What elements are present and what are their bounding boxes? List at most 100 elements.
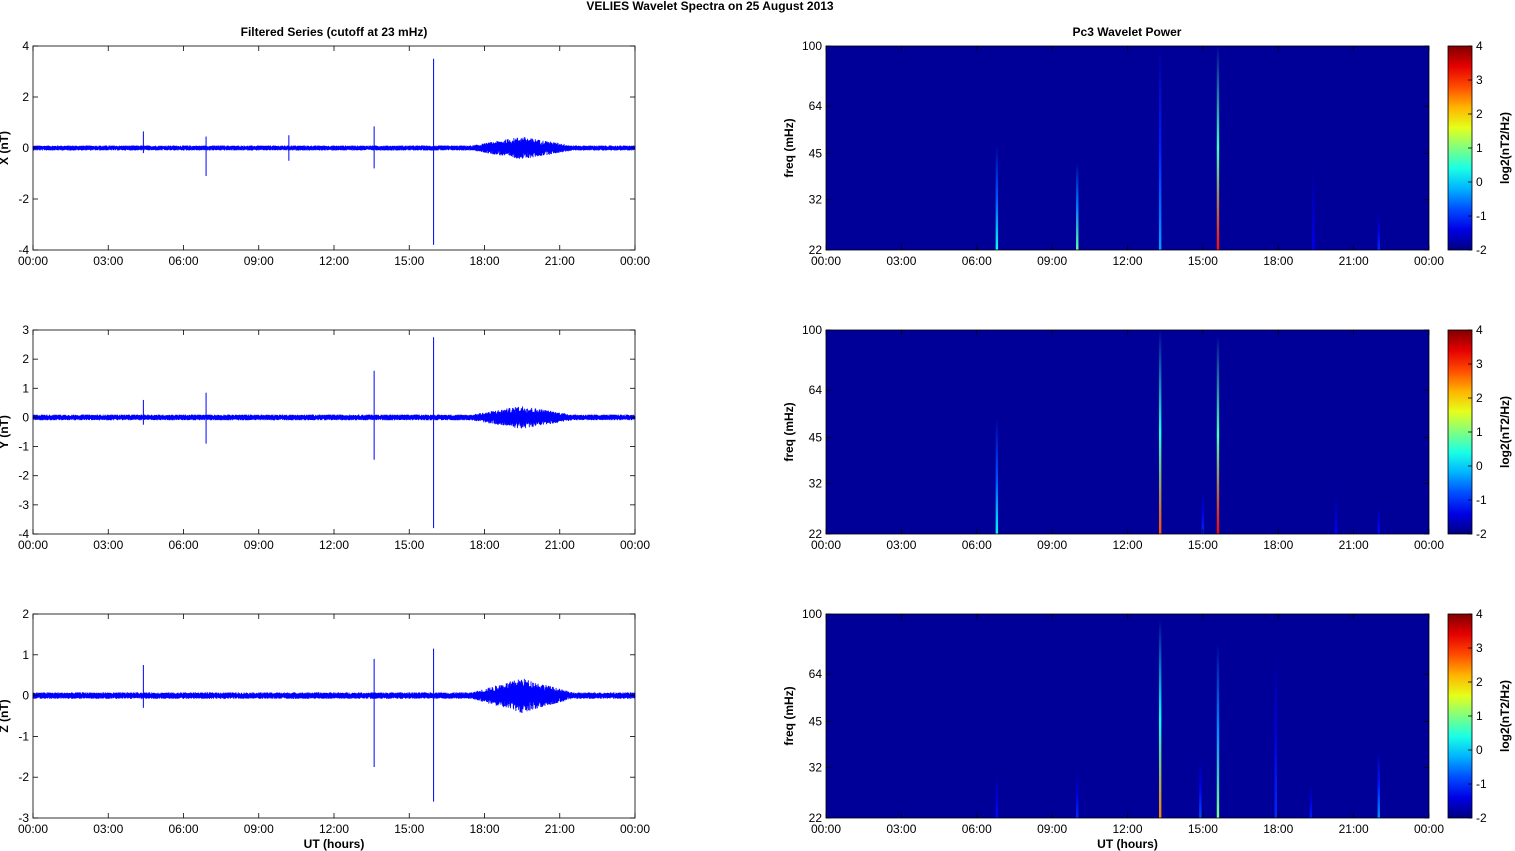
colorbar-tick-label: -2 [1476,243,1487,257]
colorbar-tick-label: 4 [1476,323,1483,337]
power-streak [1377,212,1380,250]
figure-title: VELIES Wavelet Spectra on 25 August 2013 [586,0,834,13]
left-column-title: Filtered Series (cutoff at 23 mHz) [241,25,428,39]
y-tick-label: 45 [809,431,823,445]
x-tick-label: 03:00 [93,254,123,268]
y-tick-label: 2 [22,352,29,366]
colorbar-tick-label: 2 [1476,391,1483,405]
x-tick-label: 00:00 [620,254,650,268]
y-tick-label: 100 [802,39,822,53]
x-tick-label: 12:00 [1112,538,1142,552]
y-tick-label: 64 [809,99,823,113]
x-tick-label: 21:00 [1339,538,1369,552]
axes-frame [32,613,636,819]
power-streak [1158,330,1162,534]
x-tick-label: 09:00 [1037,822,1067,836]
x-tick-label: 00:00 [811,538,841,552]
colorbar-tick-label: -1 [1476,209,1487,223]
y-tick-label: 1 [22,648,29,662]
right-column-title: Pc3 Wavelet Power [1073,25,1182,39]
colorbar-label: log2(nT2/Hz) [1498,112,1512,184]
y-axis-label: freq (mHz) [782,686,796,745]
y-tick-label: -2 [18,469,29,483]
colorbar-tick-label: 2 [1476,107,1483,121]
y-tick-label: -1 [18,729,29,743]
colorbar-tick-label: 1 [1476,709,1483,723]
power-streak [1158,619,1162,818]
x-tick-label: 21:00 [545,254,575,268]
x-tick-label: 12:00 [319,822,349,836]
y-tick-label: 32 [809,477,823,491]
x-tick-label: 09:00 [244,538,274,552]
colorbar-tick-label: 0 [1476,459,1483,473]
y-axis-label: X (nT) [0,131,11,165]
x-tick-label: 06:00 [168,254,198,268]
colorbar-tick-label: 2 [1476,675,1483,689]
x-tick-label: 03:00 [886,822,916,836]
y-tick-label: -2 [18,192,29,206]
colorbar-tick-label: 3 [1476,73,1483,87]
y-tick-label: 22 [809,527,823,541]
y-tick-label: 100 [802,607,822,621]
colorbar-tick-label: 1 [1476,141,1483,155]
colorbar: -2 -1 0 1 2 3 4 log2(nT2/Hz) [1447,607,1512,825]
colorbar-tick-label: -2 [1476,811,1487,825]
colorbar-tick-label: 0 [1476,743,1483,757]
x-tick-label: 15:00 [394,822,424,836]
y-tick-label: 32 [809,761,823,775]
power-streak [1377,506,1380,534]
heatmap-background [826,46,1429,250]
x-tick-label: 00:00 [18,254,48,268]
x-tick-label: 15:00 [1188,254,1218,268]
series-trace [32,137,636,159]
x-tick-label: 03:00 [93,538,123,552]
power-streak [1076,771,1079,818]
colorbar-tick-label: -1 [1476,777,1487,791]
x-tick-label: 15:00 [394,254,424,268]
y-tick-label: 64 [809,667,823,681]
y-tick-label: -4 [18,527,29,541]
colorbar-tick-label: -2 [1476,527,1487,541]
x-tick-label: 18:00 [1263,822,1293,836]
axes-frame [32,329,636,535]
x-tick-label: 21:00 [545,538,575,552]
y-axis-label: freq (mHz) [782,402,796,461]
colorbar-tick-label: 4 [1476,39,1483,53]
y-tick-label: 45 [809,715,823,729]
x-tick-label: 21:00 [1339,254,1369,268]
power-streak [1312,169,1315,250]
colorbar-label: log2(nT2/Hz) [1498,680,1512,752]
x-tick-label: 18:00 [1263,538,1293,552]
power-streak [995,144,999,250]
x-tick-label: 18:00 [469,254,499,268]
y-tick-label: 22 [809,243,823,257]
y-axis-label: Y (nT) [0,415,11,449]
x-tick-label: 00:00 [1414,254,1444,268]
x-tick-label: 03:00 [886,254,916,268]
y-tick-label: 1 [22,381,29,395]
y-tick-label: 22 [809,811,823,825]
x-tick-label: 00:00 [620,822,650,836]
x-tick-label: 15:00 [394,538,424,552]
panels: 00:00 03:00 06:00 09:00 12:00 15:00 18:00 21:00… [0,39,1512,851]
y-tick-label: 45 [809,147,823,161]
y-tick-label: 64 [809,383,823,397]
colorbar: -2 -1 0 1 2 3 4 log2(nT2/Hz) [1447,39,1512,257]
y-tick-label: -2 [18,770,29,784]
x-tick-label: 06:00 [168,822,198,836]
heatmap-background [826,614,1429,818]
x-tick-label: 03:00 [93,822,123,836]
colorbar-tick-label: 0 [1476,175,1483,189]
x-tick-label: 12:00 [1112,254,1142,268]
power-streak [1216,644,1220,818]
panel-1: 00:00 03:00 06:00 09:00 12:00 15:00 18:00 21:00… [0,39,650,268]
panel-5: -2 -1 0 1 2 3 4 log2(nT2/Hz) 00:00 03:00 06:00 09:0… [782,323,1512,552]
x-tick-label: 18:00 [1263,254,1293,268]
y-tick-label: 0 [22,141,29,155]
x-tick-label: 18:00 [469,822,499,836]
x-tick-label: 18:00 [469,538,499,552]
power-streak [995,418,999,534]
panel-6: -2 -1 0 1 2 3 4 log2(nT2/Hz) 00:00 03:00 06:00 09:0… [782,607,1512,851]
x-tick-label: 15:00 [1188,822,1218,836]
power-streak [1216,46,1220,250]
